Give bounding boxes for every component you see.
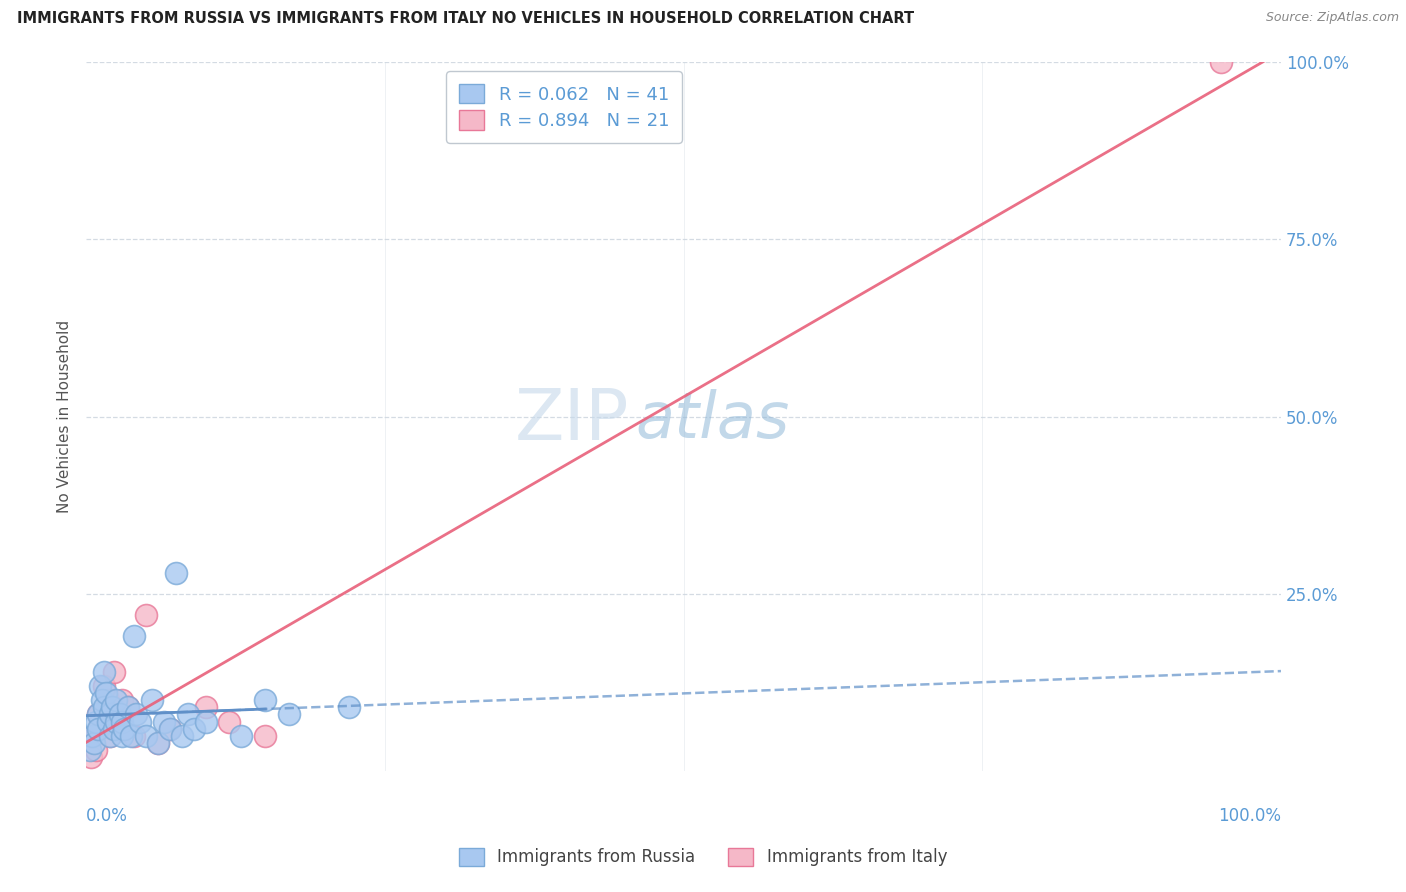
Point: [111, 714, 134, 729]
Point: [82, 729, 104, 743]
Text: Source: ZipAtlas.com: Source: ZipAtlas.com: [1265, 11, 1399, 24]
Point: [90, 693, 112, 707]
Point: [112, 722, 135, 736]
Point: [108, 707, 131, 722]
Point: [103, 722, 125, 736]
Point: [117, 700, 139, 714]
Point: [117, 700, 139, 714]
Point: [128, 714, 150, 729]
Point: [83, 736, 105, 750]
Legend: R = 0.062   N = 41, R = 0.894   N = 21: R = 0.062 N = 41, R = 0.894 N = 21: [446, 71, 682, 143]
Point: [98, 707, 121, 722]
Point: [231, 729, 253, 743]
Point: [93, 665, 115, 679]
Text: IMMIGRANTS FROM RUSSIA VS IMMIGRANTS FROM ITALY NO VEHICLES IN HOUSEHOLD CORRELA: IMMIGRANTS FROM RUSSIA VS IMMIGRANTS FRO…: [17, 11, 914, 26]
Point: [84, 714, 107, 729]
Point: [165, 566, 187, 580]
Point: [194, 714, 217, 729]
Point: [170, 729, 193, 743]
Point: [97, 714, 120, 729]
Point: [98, 729, 121, 743]
Point: [89, 679, 111, 693]
Point: [87, 722, 110, 736]
Point: [101, 700, 124, 714]
Point: [146, 736, 169, 750]
Point: [89, 714, 111, 729]
Point: [135, 729, 157, 743]
Text: 100.0%: 100.0%: [1218, 806, 1281, 824]
Point: [254, 693, 277, 707]
Point: [254, 729, 277, 743]
Point: [1211, 55, 1233, 70]
Point: [176, 707, 198, 722]
Text: 0.0%: 0.0%: [86, 806, 128, 824]
Point: [93, 700, 115, 714]
Point: [108, 714, 131, 729]
Text: ZIP: ZIP: [515, 385, 630, 455]
Point: [337, 700, 360, 714]
Point: [79, 743, 101, 757]
Point: [135, 608, 157, 623]
Point: [121, 729, 143, 743]
Point: [159, 722, 181, 736]
Point: [111, 693, 134, 707]
Y-axis label: No Vehicles in Household: No Vehicles in Household: [58, 320, 72, 513]
Point: [278, 707, 301, 722]
Legend: Immigrants from Russia, Immigrants from Italy: Immigrants from Russia, Immigrants from …: [450, 839, 956, 875]
Point: [104, 707, 127, 722]
Point: [183, 722, 205, 736]
Point: [122, 629, 145, 643]
Point: [87, 707, 110, 722]
Point: [141, 693, 163, 707]
Point: [93, 679, 115, 693]
Point: [146, 736, 169, 750]
Point: [152, 714, 174, 729]
Text: atlas: atlas: [636, 389, 790, 451]
Point: [125, 707, 148, 722]
Point: [87, 707, 110, 722]
Point: [218, 714, 240, 729]
Point: [84, 743, 107, 757]
Point: [194, 700, 217, 714]
Point: [80, 750, 103, 764]
Point: [80, 729, 103, 743]
Point: [103, 665, 125, 679]
Point: [122, 729, 145, 743]
Point: [104, 714, 127, 729]
Point: [159, 722, 181, 736]
Point: [111, 729, 134, 743]
Point: [98, 729, 121, 743]
Point: [97, 693, 120, 707]
Point: [96, 686, 118, 700]
Point: [104, 693, 127, 707]
